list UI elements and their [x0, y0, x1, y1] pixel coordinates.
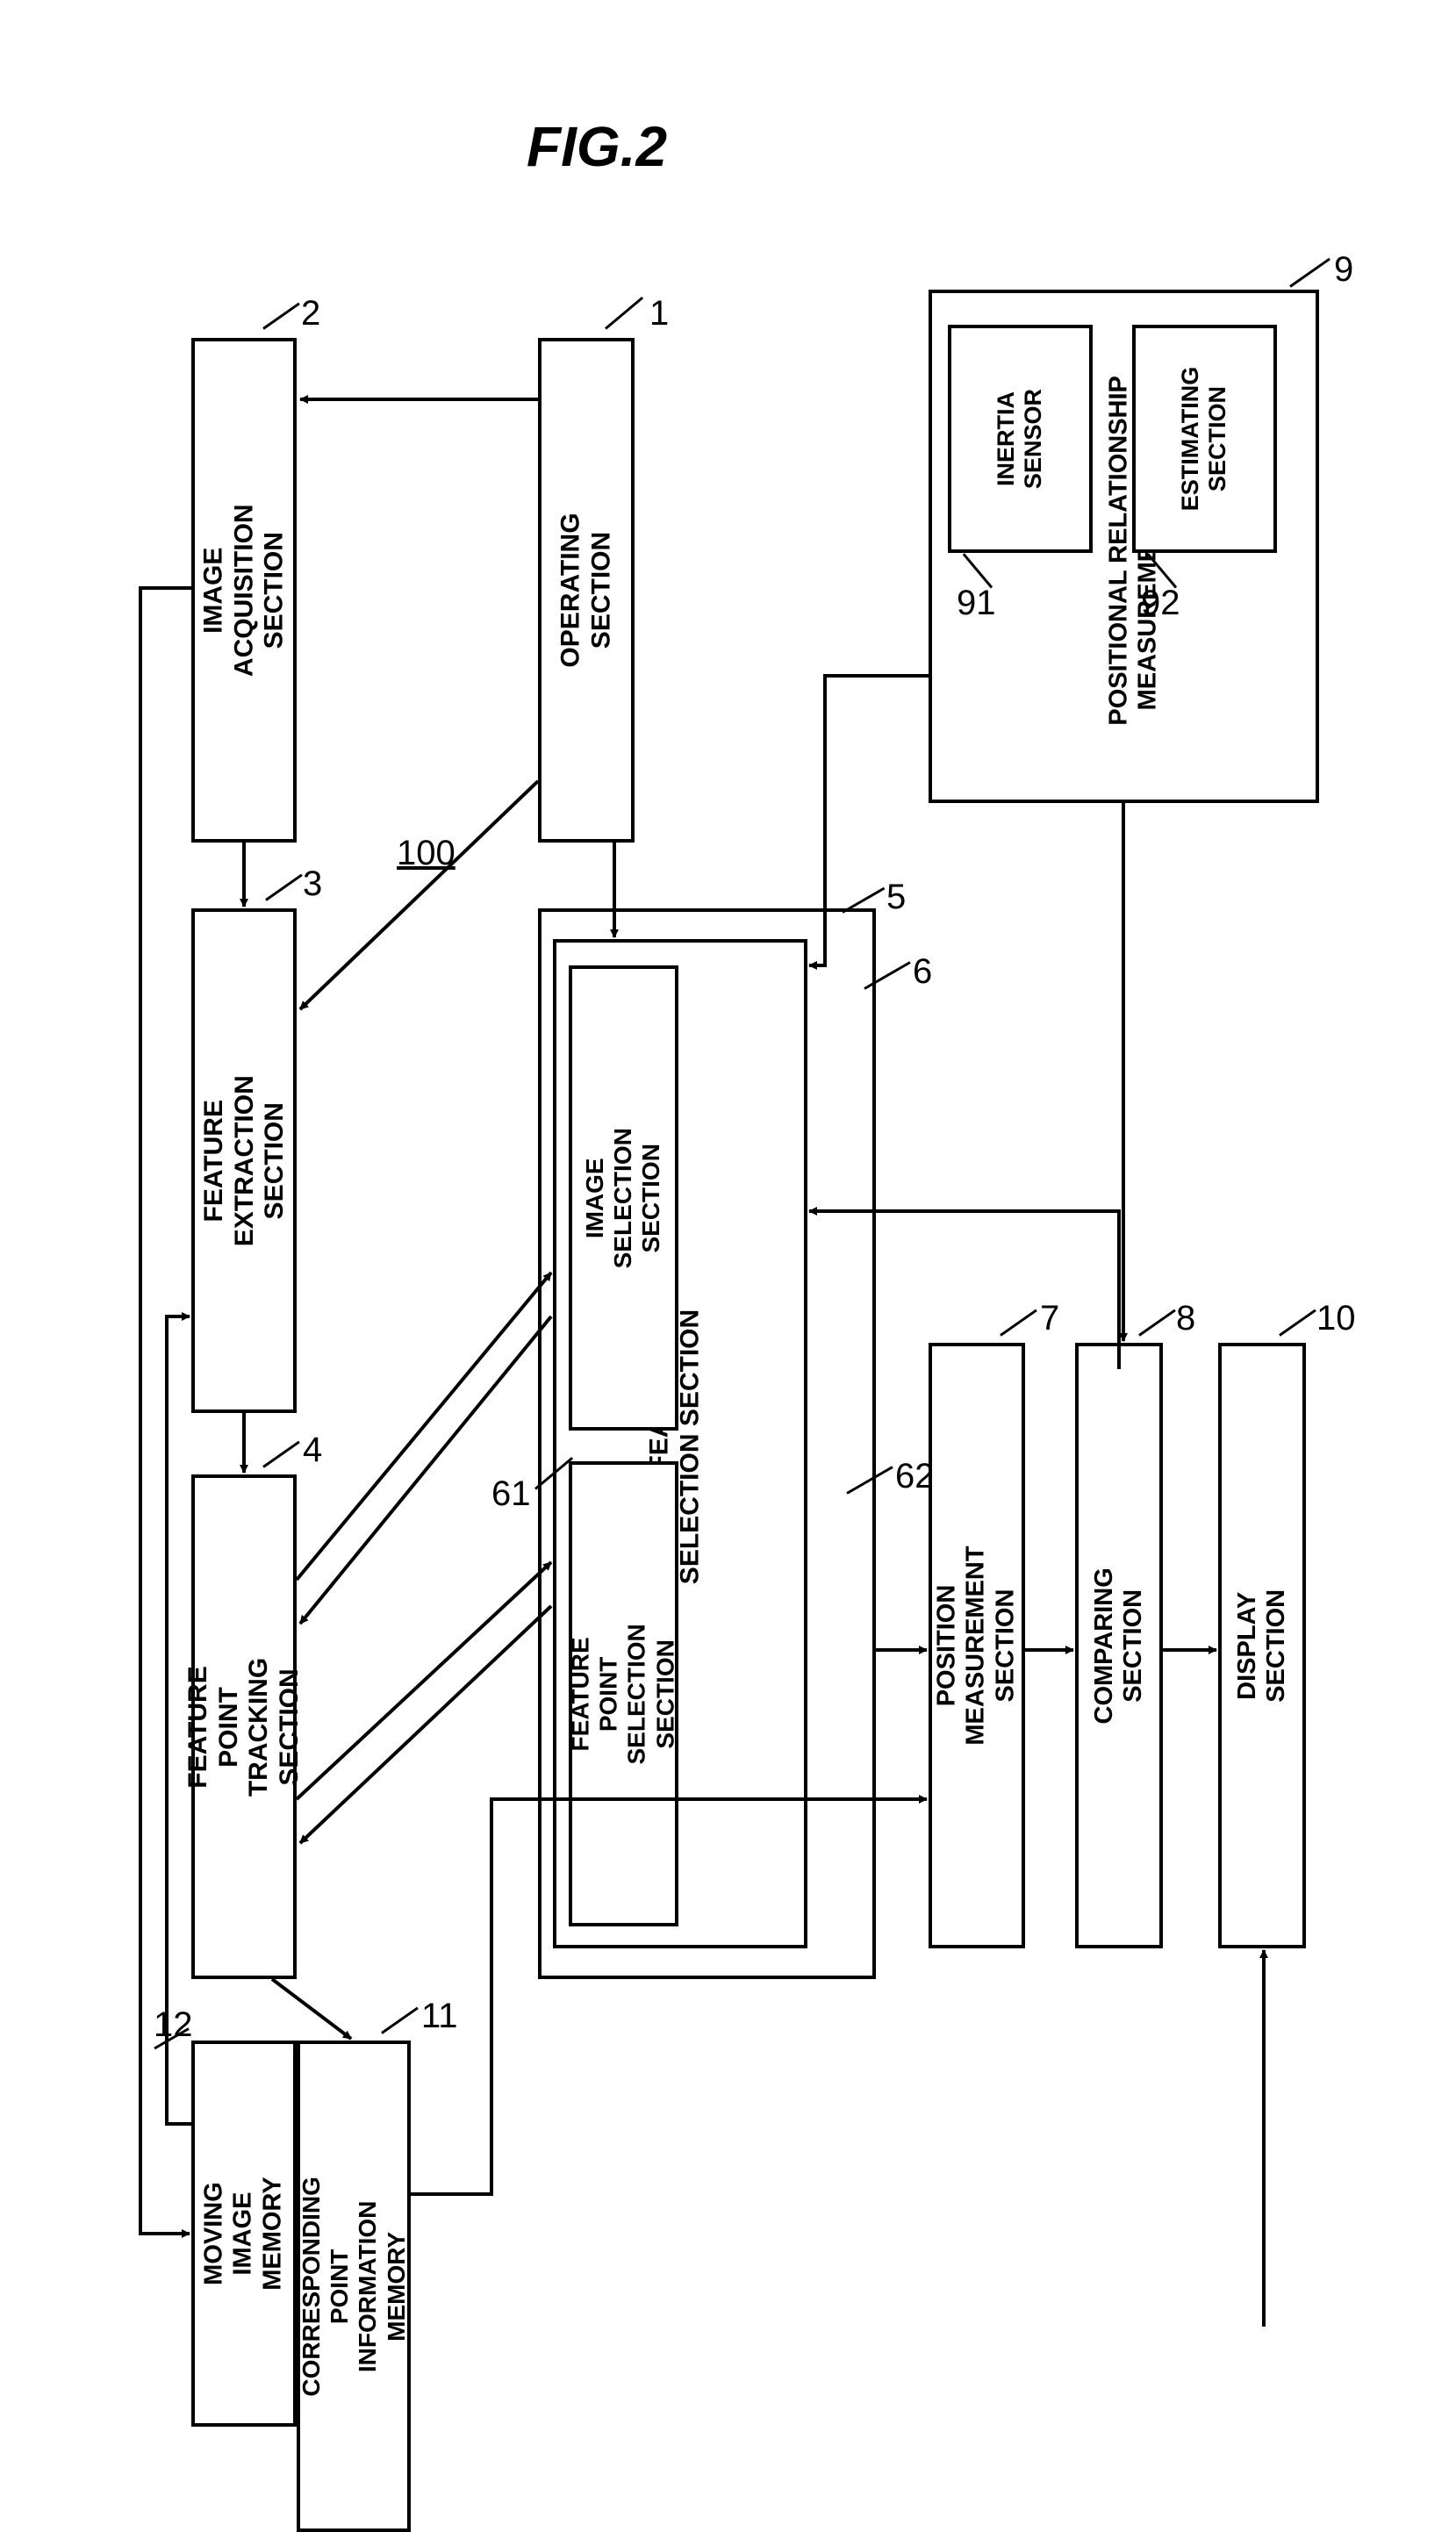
- box-feat-pt-sel-label: FEATURE POINT SELECTION SECTION: [567, 1624, 680, 1764]
- fx-num-8: 8: [1176, 1299, 1195, 1338]
- fx-num-92: 92: [1141, 584, 1180, 623]
- diagram-page: FIG.2 100 OPERATING SECTION 1 IMAGE ACQU…: [0, 0, 1456, 2327]
- fx-box-92: ESTIMATING SECTION: [1132, 325, 1277, 553]
- fx-box-7: POSITION MEASUREMENT SECTION: [929, 1343, 1025, 1948]
- leader-4: [262, 1441, 300, 1468]
- fx-num-9: 9: [1334, 250, 1353, 290]
- fx-leader-10: [1279, 1309, 1316, 1337]
- fx-box-8-label: COMPARING SECTION: [1090, 1567, 1149, 1724]
- fx-box-92-label: ESTIMATING SECTION: [1177, 367, 1231, 512]
- fx-box-10: DISPLAY SECTION: [1218, 1343, 1306, 1948]
- fx-box-12-label: MOVING IMAGE MEMORY: [200, 2177, 288, 2290]
- fx-leader-11: [381, 2007, 419, 2034]
- box-feat-ext-label: FEATURE EXTRACTION SECTION: [198, 1075, 290, 1246]
- num-img-sel: 61: [491, 1474, 531, 1514]
- leader-3: [265, 874, 303, 901]
- fx-num-11: 11: [421, 1997, 458, 2036]
- leader-2: [262, 303, 300, 330]
- fx-box-7-label: POSITION MEASUREMENT SECTION: [933, 1546, 1021, 1745]
- box-image-acq: IMAGE ACQUISITION SECTION: [191, 338, 297, 843]
- fx-leader-7: [1000, 1309, 1037, 1337]
- box-image-acq-label: IMAGE ACQUISITION SECTION: [198, 504, 290, 677]
- fx-leader-9: [1289, 258, 1330, 288]
- box-operating: OPERATING SECTION: [538, 338, 635, 843]
- fx-box-10-label: DISPLAY SECTION: [1233, 1589, 1292, 1703]
- box-img-sel-label: IMAGE SELECTION SECTION: [581, 1128, 666, 1268]
- box-feat-track-label: FEATURE POINT TRACKING SECTION: [183, 1657, 305, 1796]
- fx-num-91: 91: [957, 584, 996, 623]
- system-label: 100: [397, 834, 455, 873]
- box-operating-label: OPERATING SECTION: [556, 513, 617, 667]
- num-feat-track: 4: [303, 1431, 322, 1470]
- leader-1: [605, 297, 643, 330]
- num-image-acq: 2: [301, 294, 320, 334]
- box-img-sel: IMAGE SELECTION SECTION: [569, 965, 678, 1431]
- fx-box-11: CORRESPONDING POINT INFORMATION MEMORY: [297, 2041, 411, 2532]
- num-operating: 1: [649, 294, 669, 334]
- box-feat-ext: FEATURE EXTRACTION SECTION: [191, 908, 297, 1413]
- fx-box-12: MOVING IMAGE MEMORY: [191, 2041, 297, 2427]
- num-moving-img-proc: 5: [886, 878, 906, 917]
- fx-box-91: INERTIA SENSOR: [948, 325, 1093, 553]
- figure-title: FIG.2: [527, 114, 667, 179]
- fx-box-8: COMPARING SECTION: [1075, 1343, 1163, 1948]
- fx-box-91-label: INERTIA SENSOR: [993, 389, 1047, 489]
- fx-leader-8: [1138, 1309, 1176, 1337]
- fx-box-11-label: CORRESPONDING POINT INFORMATION MEMORY: [298, 2177, 411, 2396]
- num-img-feat-sel: 6: [913, 952, 932, 992]
- box-feat-track: FEATURE POINT TRACKING SECTION: [191, 1474, 297, 1979]
- fx-num-10: 10: [1316, 1299, 1356, 1338]
- fx-num-7: 7: [1040, 1299, 1059, 1338]
- box-feat-pt-sel: FEATURE POINT SELECTION SECTION: [569, 1461, 678, 1926]
- num-feat-ext: 3: [303, 864, 322, 904]
